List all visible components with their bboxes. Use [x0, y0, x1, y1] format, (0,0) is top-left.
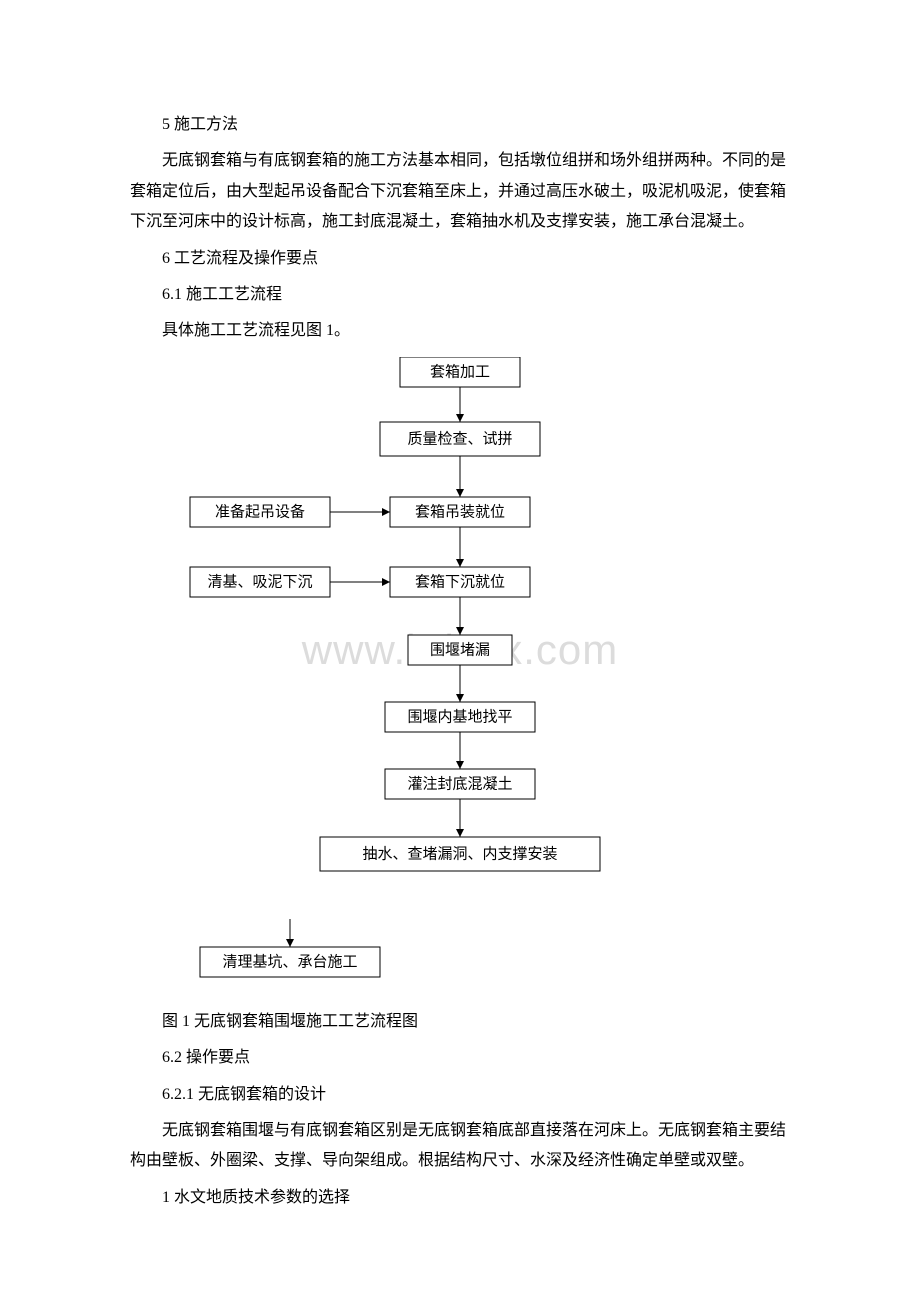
flowchart-svg: 套箱加工质量检查、试拼套箱吊装就位套箱下沉就位围堰堵漏围堰内基地找平灌注封底混凝…: [180, 357, 740, 887]
flow-node-label: 抽水、查堵漏洞、内支撑安装: [362, 845, 557, 862]
heading-6-2-1: 6.2.1 无底钢套箱的设计: [130, 1080, 790, 1110]
heading-6: 6 工艺流程及操作要点: [130, 244, 790, 274]
figure-caption: 图 1 无底钢套箱围堰施工工艺流程图: [130, 1007, 790, 1037]
flowchart-main: 套箱加工质量检查、试拼套箱吊装就位套箱下沉就位围堰堵漏围堰内基地找平灌注封底混凝…: [130, 357, 790, 887]
list-item-1: 1 水文地质技术参数的选择: [130, 1183, 790, 1213]
flow-node-label: 质量检查、试拼: [407, 430, 512, 447]
flow-node-label: 围堰堵漏: [430, 641, 490, 658]
body-paragraph: 无底钢套箱与有底钢套箱的施工方法基本相同，包括墩位组拼和场外组拼两种。不同的是套…: [130, 146, 790, 237]
flow-node-label: 套箱加工: [430, 363, 490, 380]
flow-node-label: 清理基坑、承台施工: [222, 953, 357, 970]
flow-node-label: 套箱吊装就位: [415, 503, 505, 520]
heading-6-1: 6.1 施工工艺流程: [130, 280, 790, 310]
flow-node-label: 灌注封底混凝土: [407, 775, 512, 792]
flow-node-label: 围堰内基地找平: [407, 708, 512, 725]
flowchart-secondary: 清理基坑、承台施工: [130, 917, 790, 987]
flowchart-svg-secondary: 清理基坑、承台施工: [180, 917, 740, 987]
flow-node-label: 套箱下沉就位: [415, 573, 505, 590]
body-paragraph: 无底钢套箱围堰与有底钢套箱区别是无底钢套箱底部直接落在河床上。无底钢套箱主要结构…: [130, 1116, 790, 1177]
page-content: 5 施工方法 无底钢套箱与有底钢套箱的施工方法基本相同，包括墩位组拼和场外组拼两…: [130, 110, 790, 1213]
flow-node-label: 准备起吊设备: [215, 503, 305, 520]
heading-6-2: 6.2 操作要点: [130, 1043, 790, 1073]
body-paragraph: 具体施工工艺流程见图 1。: [130, 316, 790, 346]
heading-5: 5 施工方法: [130, 110, 790, 140]
flow-node-label: 清基、吸泥下沉: [207, 573, 312, 590]
